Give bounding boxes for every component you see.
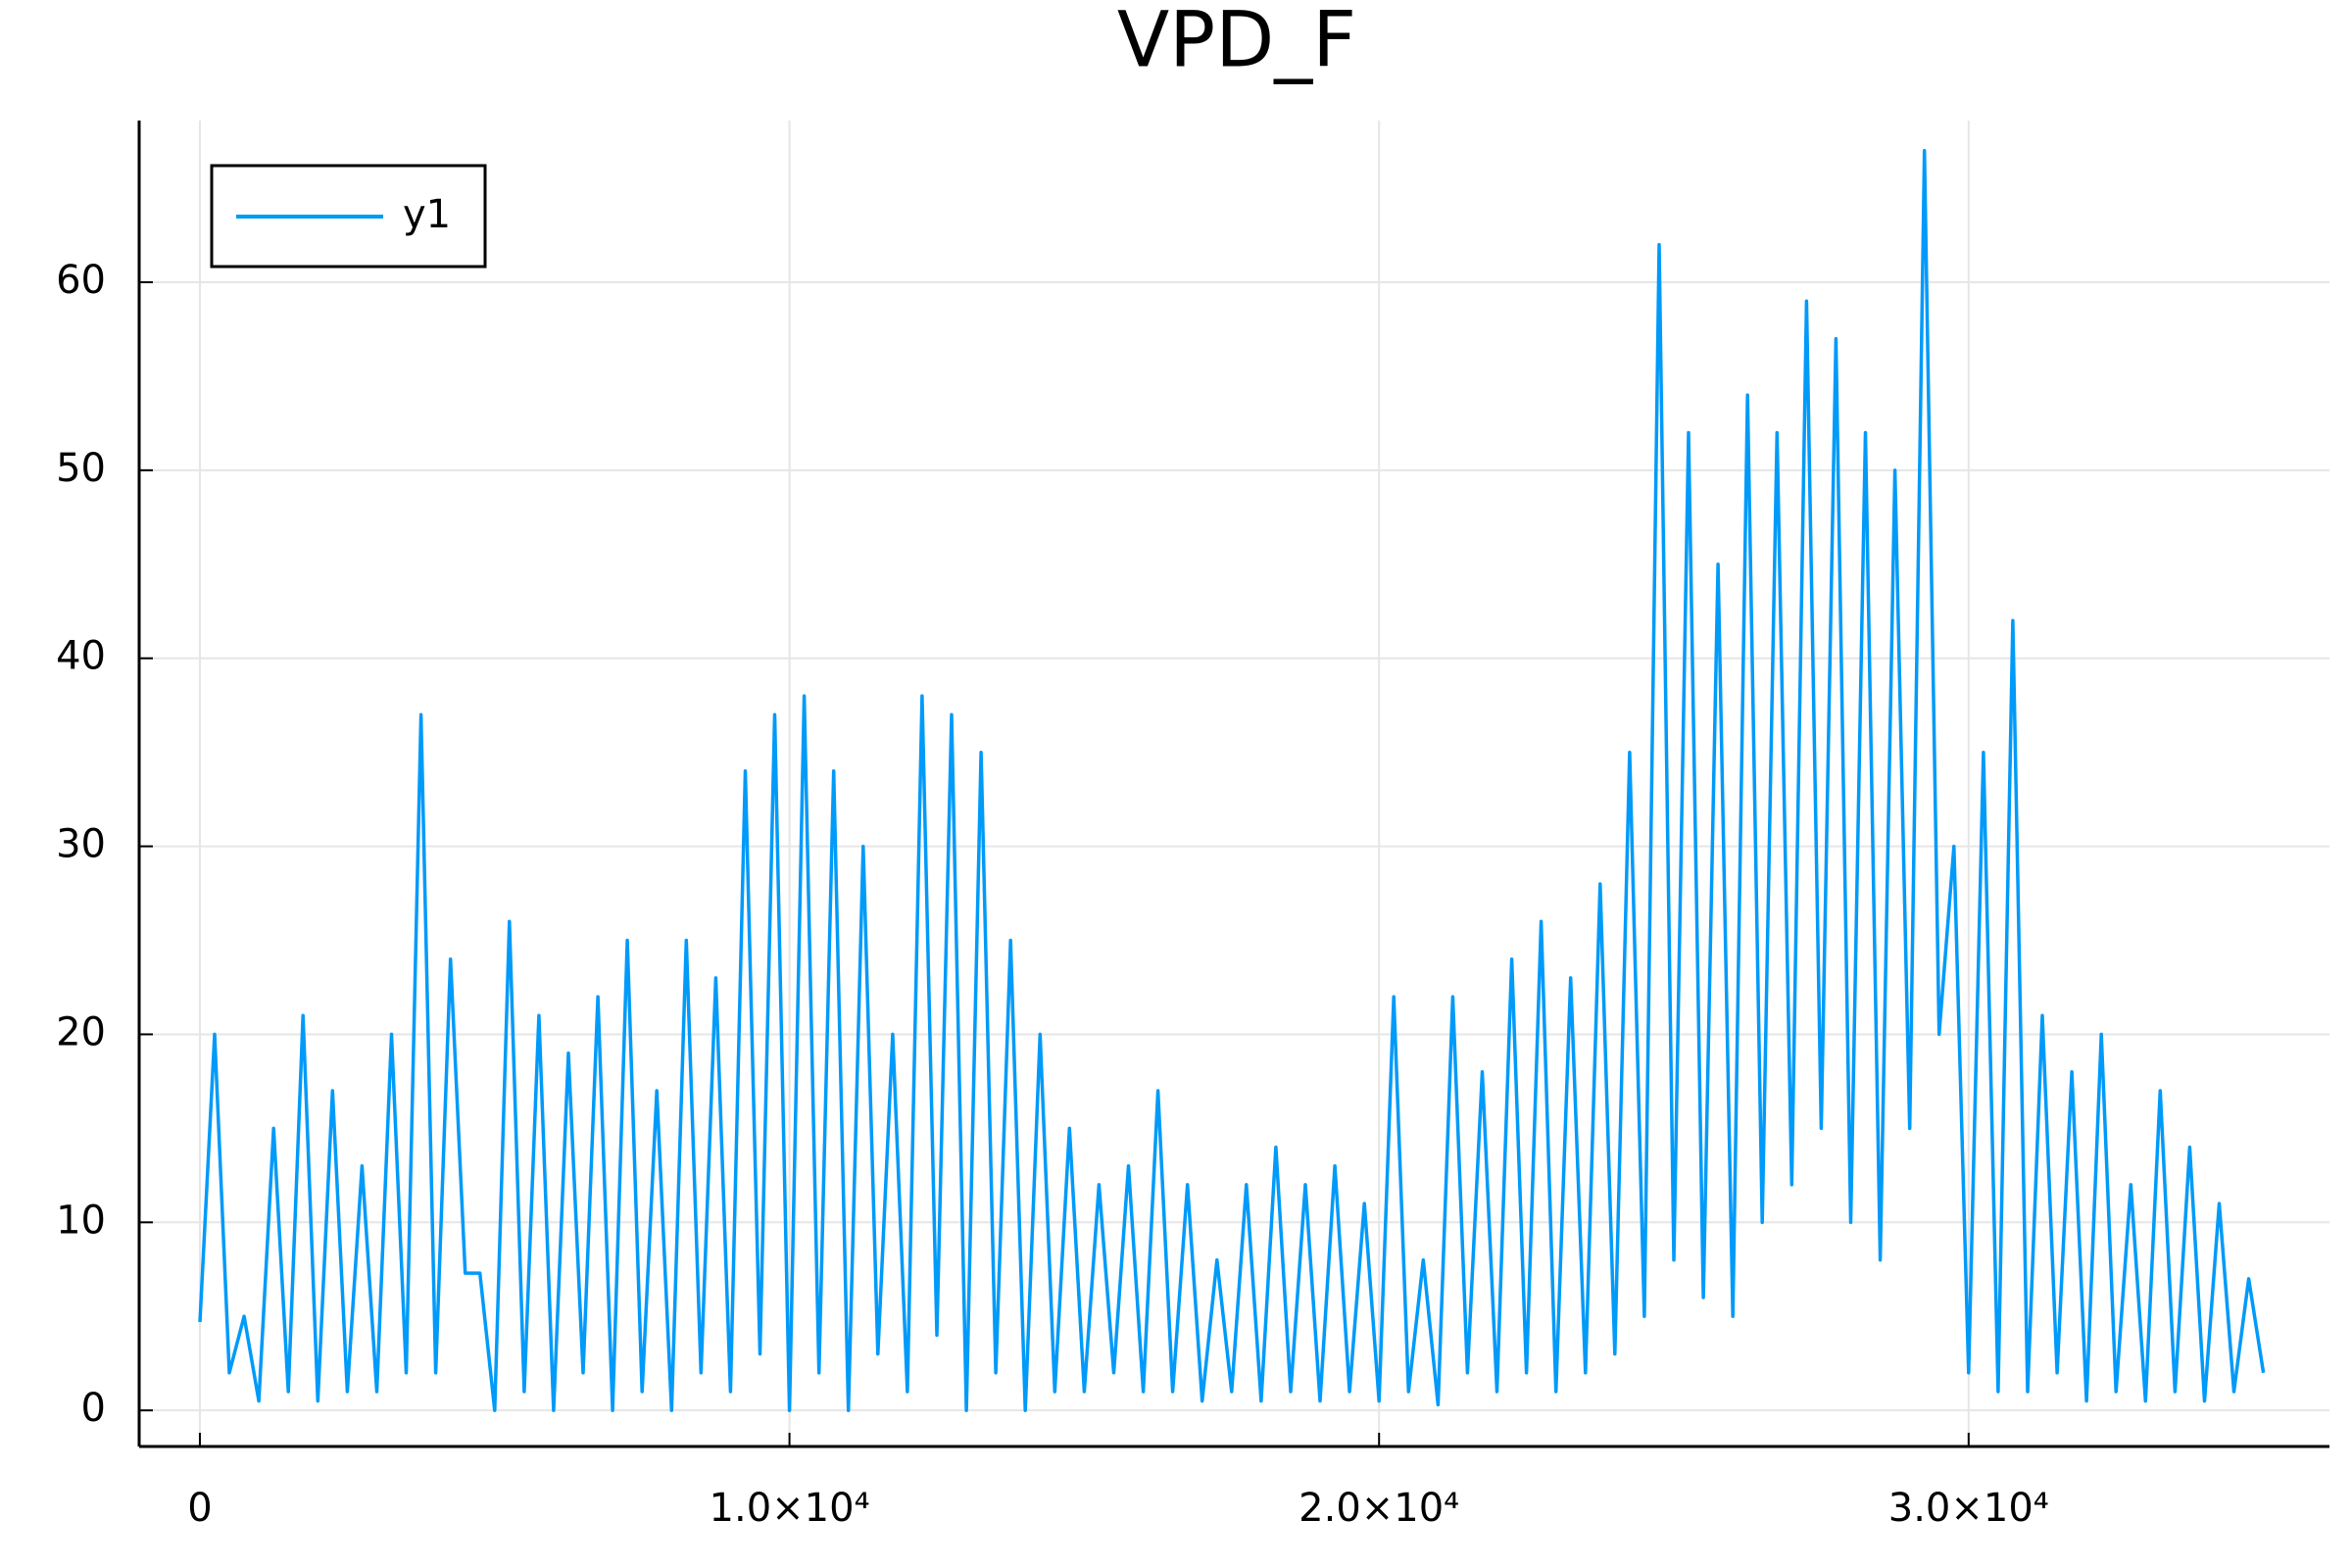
x-tick-label: 2.0×10⁴ (1298, 1486, 1459, 1531)
y-tick-label: 0 (81, 1386, 106, 1431)
y-tick-label: 30 (56, 822, 106, 867)
legend-label: y1 (403, 192, 451, 237)
x-tick-label: 3.0×10⁴ (1888, 1486, 2049, 1531)
data-line (198, 148, 2266, 1412)
y-tick-label: 50 (56, 446, 106, 491)
y-tick-label: 60 (56, 258, 106, 303)
x-tick-label: 1.0×10⁴ (710, 1486, 870, 1531)
y-tick-label: 10 (56, 1198, 106, 1243)
x-tick-label: 0 (187, 1486, 212, 1531)
y-tick-label: 40 (56, 634, 106, 679)
y-tick-label: 20 (56, 1009, 106, 1054)
chart-title: VPD_F (1117, 0, 1356, 84)
